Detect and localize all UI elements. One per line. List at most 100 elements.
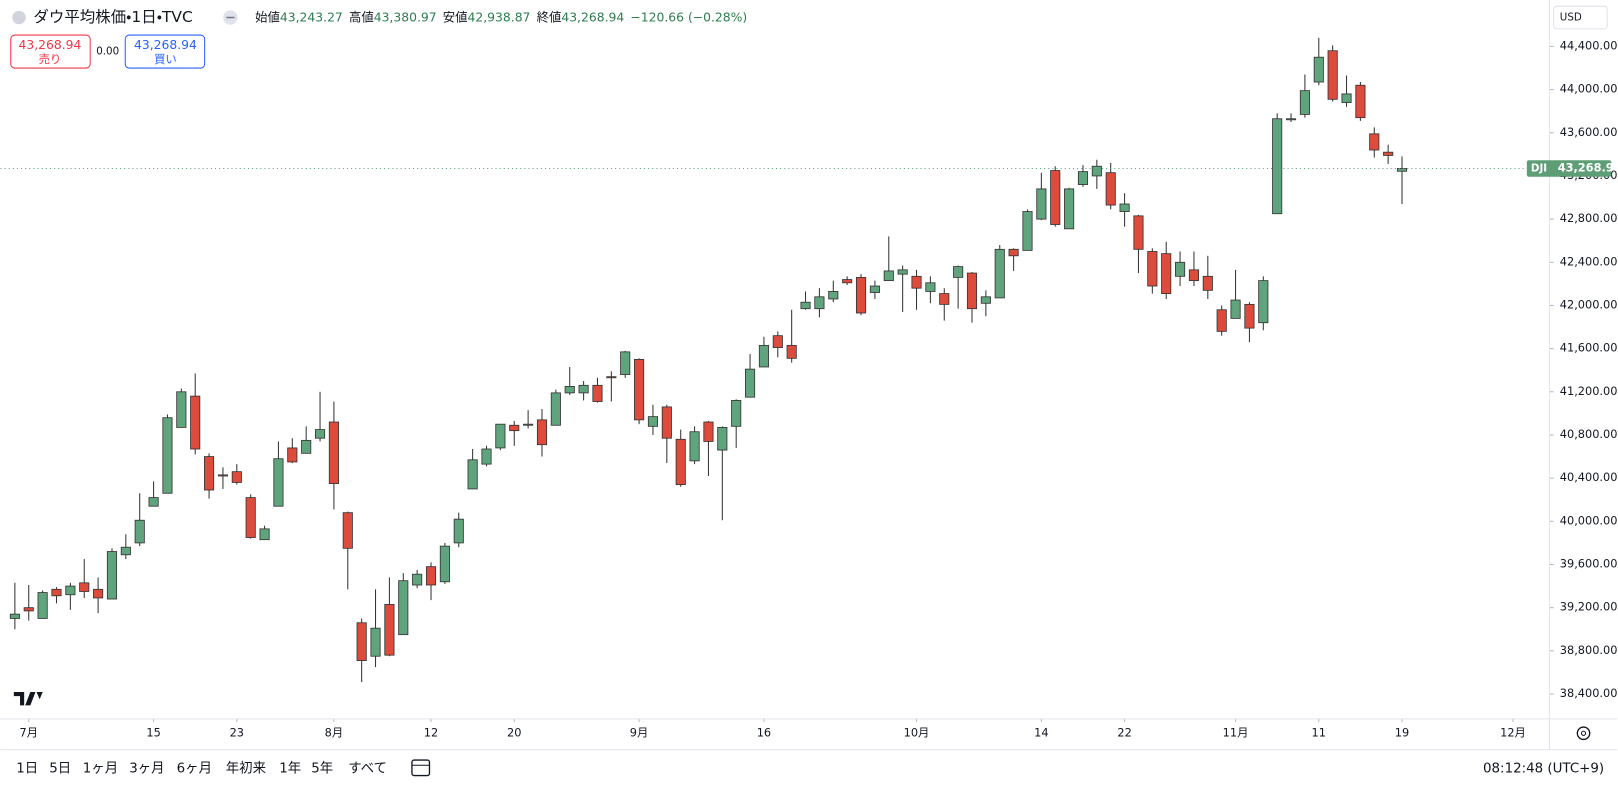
candle-body (106, 551, 118, 600)
candle-body (1272, 118, 1283, 215)
y-tick-label: 38,400.00 (1560, 686, 1618, 700)
candle-body (481, 448, 492, 465)
range-button[interactable]: 年初来 (226, 760, 266, 776)
x-tick-label: 10月 (904, 725, 930, 739)
candle-body (356, 622, 367, 661)
sell-label: 売り (39, 52, 62, 66)
candle-body (1022, 211, 1033, 251)
x-tick-label: 16 (757, 725, 771, 739)
x-tick-label: 14 (1034, 725, 1048, 739)
sell-price: 43,268.94 (18, 38, 81, 52)
candle-body (204, 456, 215, 491)
candle-body (1355, 84, 1366, 119)
candle-body (384, 604, 395, 656)
candle-body (9, 613, 20, 619)
buy-price: 43,268.94 (134, 38, 197, 52)
ohlc-label: 高値 (349, 9, 374, 24)
date-range-button[interactable] (411, 759, 431, 777)
range-button[interactable]: 1日 (16, 761, 38, 776)
candle-body (883, 270, 894, 282)
settings-icon (1580, 730, 1587, 736)
candle-body (911, 275, 922, 289)
buy-button[interactable] (124, 34, 206, 69)
symbol-title[interactable]: ダウ平均株価・1日・TVC (33, 8, 192, 26)
candle-body (287, 447, 298, 463)
candle-body (1188, 269, 1199, 282)
candle-body (1396, 168, 1408, 172)
candle-body (93, 588, 104, 599)
range-button[interactable]: 6ヶ月 (177, 761, 212, 776)
candle-body (495, 423, 506, 449)
y-tick-label: 39,200.00 (1560, 600, 1618, 614)
candle-body (467, 459, 478, 490)
range-button[interactable]: 1ヶ月 (83, 761, 118, 776)
candle-body (634, 359, 645, 421)
x-tick-label: 12 (424, 725, 438, 739)
range-button[interactable]: すべて (348, 760, 387, 776)
candle-body (953, 266, 964, 278)
candle-body (786, 344, 797, 359)
candle-body (1230, 299, 1241, 319)
candle-body (425, 566, 437, 586)
candle-body (620, 351, 631, 375)
candle-body (51, 588, 62, 597)
candle-body (661, 406, 672, 439)
range-button[interactable]: 3ヶ月 (129, 761, 164, 776)
y-tick-label: 38,800.00 (1560, 643, 1618, 657)
range-button[interactable]: 1年 (279, 760, 301, 776)
ohlc-change: −120.66 (−0.28%) (630, 10, 747, 24)
candle-body (328, 421, 339, 484)
candle-body (1202, 275, 1213, 291)
candle-body (1244, 303, 1255, 329)
buy-label: 買い (154, 52, 177, 66)
range-button[interactable]: 5日 (49, 761, 71, 776)
candle-body (314, 429, 326, 439)
candle-body (703, 421, 714, 442)
sell-button[interactable] (10, 34, 91, 69)
ohlc-value: 42,938.87 (468, 10, 531, 24)
y-tick-label: 41,600.00 (1560, 341, 1618, 355)
y-tick-label: 40,400.00 (1560, 470, 1618, 484)
x-tick-label: 12月 (1500, 725, 1526, 739)
candle-body (1341, 93, 1352, 103)
candle-body (758, 344, 769, 368)
y-tick-label: 41,200.00 (1560, 384, 1618, 398)
candle-body (1285, 118, 1297, 121)
candle-body (745, 368, 756, 398)
candle-body (897, 269, 908, 275)
candle-body (412, 573, 423, 586)
candle-body (564, 385, 575, 394)
candle-body (1327, 50, 1338, 100)
candle-body (453, 518, 464, 544)
candle-body (1119, 203, 1130, 212)
candle-body (1299, 90, 1310, 115)
range-button[interactable]: 5年 (311, 760, 333, 776)
ohlc-value: 43,380.97 (374, 10, 437, 24)
candle-body (1133, 215, 1144, 250)
x-tick-label: 9月 (630, 725, 649, 739)
candle-body (1313, 56, 1324, 83)
settings-button[interactable] (1576, 726, 1591, 741)
y-tick-label: 39,600.00 (1560, 556, 1618, 570)
candle-body (814, 296, 825, 310)
x-tick-label: 11月 (1223, 725, 1249, 739)
candle-body (606, 376, 617, 379)
candle-body (148, 497, 159, 507)
ohlc-legend: 始値43,243.27 高値43,380.97 安値42,938.87 終値43,26… (255, 9, 747, 24)
candle-body (37, 592, 48, 619)
candle-body (1216, 309, 1227, 332)
candle-body (190, 395, 201, 450)
candle-body (536, 419, 548, 446)
candle-body (217, 474, 228, 477)
candle-body (1091, 165, 1102, 177)
candle-body (1077, 171, 1089, 185)
candle-body (162, 417, 173, 494)
x-tick-label: 7月 (19, 725, 38, 739)
plot (0, 37, 1554, 722)
candle-body (65, 585, 76, 596)
currency-button[interactable] (1553, 5, 1608, 30)
candle-body (79, 582, 90, 592)
